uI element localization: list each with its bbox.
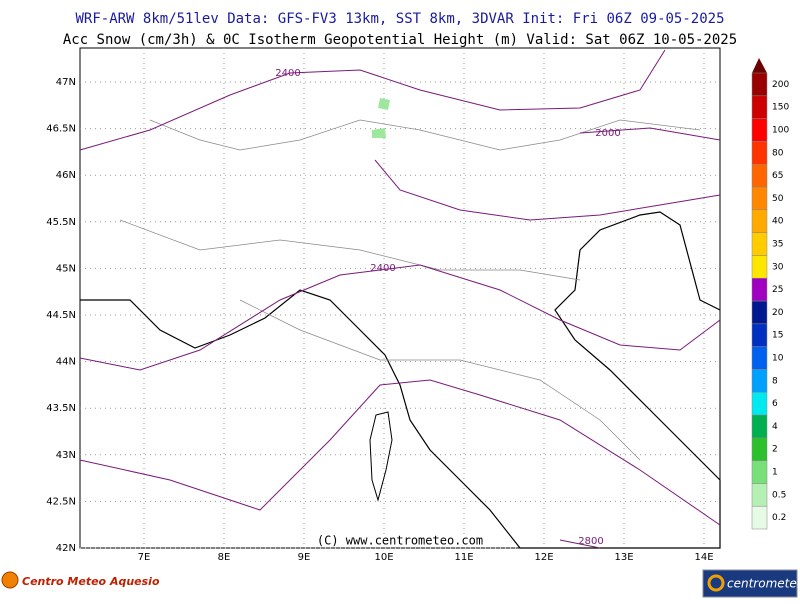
lat-label: 42N [56, 543, 76, 554]
colorbar-box [751, 369, 768, 393]
contour [79, 264, 721, 371]
lat-label: 45.5N [46, 217, 76, 228]
colorbar: 0.2 0.5 1 2 4 6 8 10 15 20 25 30 35 40 50 65 80 100 150 200 [751, 72, 789, 530]
contour-label: 2800 [578, 536, 603, 547]
lat-label: 42.5N [46, 496, 76, 507]
colorbar-label: 150 [772, 103, 789, 113]
colorbar-box [751, 232, 768, 256]
colorbar-label: 80 [772, 148, 784, 158]
colorbar-box [751, 277, 768, 302]
colorbar-box [751, 437, 768, 461]
colorbar-label: 35 [772, 240, 783, 250]
lat-label: 46.5N [46, 124, 76, 135]
colorbar-box [751, 346, 768, 370]
lon-label: 10E [374, 552, 393, 563]
contour [579, 127, 721, 141]
colorbar-box [751, 95, 768, 119]
colorbar-label: 6 [772, 399, 778, 409]
colorbar-label: 30 [772, 262, 784, 272]
logo-right-box [702, 569, 798, 598]
lon-label: 8E [218, 552, 231, 563]
logo-right: centrometeo [727, 577, 800, 591]
contour [79, 379, 721, 549]
legend-top-arrow [752, 58, 767, 73]
corsica-outline [369, 411, 393, 502]
logo-right-icon [707, 574, 725, 592]
contour-label: 2000 [595, 128, 620, 139]
colorbar-box [751, 118, 768, 142]
lat-label: 45N [56, 263, 76, 274]
region-borders [119, 119, 701, 461]
colorbar-label: 4 [772, 422, 778, 432]
coastline [80, 211, 721, 549]
colorbar-box [751, 141, 768, 165]
credit: (C) www.centrometeo.com [317, 534, 483, 548]
title-line-2: Acc Snow (cm/3h) & 0C Isotherm Geopotent… [63, 32, 737, 48]
colorbar-box [751, 255, 768, 279]
lon-label: 11E [454, 552, 473, 563]
colorbar-label: 25 [772, 285, 783, 295]
lat-label: 46N [56, 170, 76, 181]
colorbar-label: 0.2 [772, 513, 786, 523]
lon-label: 9E [298, 552, 311, 563]
lat-label: 44N [56, 357, 76, 368]
lat-label: 44.5N [46, 310, 76, 321]
map-frame [79, 47, 721, 549]
colorbar-box [751, 163, 768, 188]
lon-label: 13E [614, 552, 633, 563]
lon-label: 14E [694, 552, 713, 563]
colorbar-label: 50 [772, 194, 784, 204]
lat-label: 43.5N [46, 403, 76, 414]
colorbar-box [751, 414, 768, 439]
contour [374, 159, 721, 221]
contour [79, 49, 666, 151]
colorbar-box [751, 300, 768, 325]
colorbar-label: 20 [772, 308, 784, 318]
colorbar-label: 0.5 [772, 490, 786, 500]
colorbar-box [751, 186, 768, 211]
title-line-1: WRF-ARW 8km/51lev Data: GFS-FV3 13km, SS… [75, 11, 724, 27]
colorbar-label: 200 [772, 80, 789, 90]
colorbar-box [751, 391, 768, 416]
colorbar-box [751, 209, 768, 233]
snow-area [372, 98, 390, 138]
contour-label: 2400 [370, 263, 395, 274]
logo-icon [1, 571, 19, 589]
colorbar-label: 1 [772, 468, 778, 478]
colorbar-box [751, 505, 768, 530]
colorbar-box [751, 460, 768, 484]
colorbar-box [751, 323, 768, 347]
lon-label: 12E [534, 552, 553, 563]
colorbar-box [751, 72, 768, 97]
colorbar-label: 8 [772, 376, 778, 386]
lat-label: 47N [56, 77, 76, 88]
lat-label: 43N [56, 450, 76, 461]
colorbar-label: 65 [772, 171, 783, 181]
lon-label: 7E [138, 552, 151, 563]
colorbar-label: 40 [772, 217, 784, 227]
colorbar-label: 15 [772, 331, 783, 341]
colorbar-box [751, 483, 768, 507]
colorbar-label: 10 [772, 354, 784, 364]
contour-label: 2400 [275, 68, 300, 79]
graticule [80, 48, 720, 549]
logo-left: Centro Meteo Aquesio [22, 575, 160, 588]
colorbar-label: 2 [772, 445, 778, 455]
colorbar-label: 100 [772, 126, 789, 136]
